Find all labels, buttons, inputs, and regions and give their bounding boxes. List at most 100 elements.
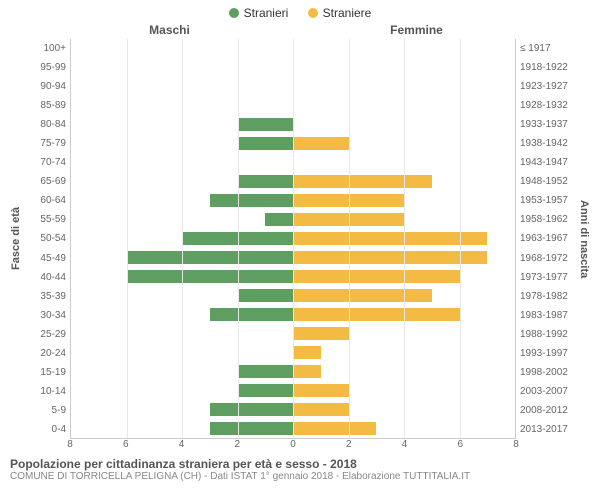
age-label: 10-14 xyxy=(24,382,70,401)
x-tick: 6 xyxy=(457,439,463,450)
female-bar xyxy=(293,308,460,321)
column-titles: Maschi Femmine xyxy=(0,21,600,39)
male-bar xyxy=(238,118,294,131)
birth-label: 1993-1997 xyxy=(516,344,576,363)
birth-label: 1938-1942 xyxy=(516,134,576,153)
female-bar xyxy=(293,422,376,435)
birth-label: 1948-1952 xyxy=(516,172,576,191)
female-title: Femmine xyxy=(293,23,600,37)
birth-label: 2013-2017 xyxy=(516,420,576,439)
birth-label: 1943-1947 xyxy=(516,153,576,172)
male-bar xyxy=(210,403,293,416)
male-bar xyxy=(127,251,294,264)
age-label: 70-74 xyxy=(24,153,70,172)
age-label: 45-49 xyxy=(24,249,70,268)
male-title: Maschi xyxy=(0,23,293,37)
male-bar xyxy=(238,384,294,397)
age-label: 60-64 xyxy=(24,191,70,210)
y-axis-right-label: Anni di nascita xyxy=(576,39,592,439)
birth-label: 1953-1957 xyxy=(516,191,576,210)
x-axis-ticks: 8 6 4 2 0 2 4 6 8 xyxy=(70,439,516,453)
age-label: 30-34 xyxy=(24,306,70,325)
female-bar xyxy=(293,346,321,359)
age-label: 25-29 xyxy=(24,325,70,344)
birth-label: 1973-1977 xyxy=(516,268,576,287)
age-label: 15-19 xyxy=(24,363,70,382)
female-bar xyxy=(293,251,487,264)
age-label: 85-89 xyxy=(24,96,70,115)
gridline xyxy=(349,39,350,438)
birth-label: 2008-2012 xyxy=(516,401,576,420)
age-label: 75-79 xyxy=(24,134,70,153)
birth-label: 1928-1932 xyxy=(516,96,576,115)
x-tick: 6 xyxy=(123,439,129,450)
age-label: 65-69 xyxy=(24,172,70,191)
female-bar xyxy=(293,384,349,397)
pyramid-plot xyxy=(70,39,516,439)
birth-label: 1998-2002 xyxy=(516,363,576,382)
female-bar xyxy=(293,327,349,340)
legend-female: Straniere xyxy=(308,6,372,20)
birth-labels-column: ≤ 19171918-19221923-19271928-19321933-19… xyxy=(516,39,576,439)
legend-female-swatch xyxy=(308,8,318,18)
female-bar xyxy=(293,289,432,302)
age-label: 100+ xyxy=(24,39,70,58)
birth-label: 1918-1922 xyxy=(516,58,576,77)
female-bar xyxy=(293,175,432,188)
female-bar xyxy=(293,232,487,245)
age-label: 40-44 xyxy=(24,268,70,287)
x-tick: 2 xyxy=(346,439,352,450)
footer: Popolazione per cittadinanza straniera p… xyxy=(0,453,600,482)
age-label: 5-9 xyxy=(24,401,70,420)
y-axis-left-label: Fasce di età xyxy=(8,39,24,439)
male-bar xyxy=(210,194,293,207)
age-label: 80-84 xyxy=(24,115,70,134)
age-label: 90-94 xyxy=(24,77,70,96)
birth-label: 2003-2007 xyxy=(516,382,576,401)
birth-label: 1983-1987 xyxy=(516,306,576,325)
gridline xyxy=(238,39,239,438)
x-tick: 2 xyxy=(234,439,240,450)
gridline xyxy=(182,39,183,438)
x-tick: 8 xyxy=(513,439,519,450)
birth-label: 1963-1967 xyxy=(516,229,576,248)
x-tick: 4 xyxy=(179,439,185,450)
birth-label: 1968-1972 xyxy=(516,249,576,268)
male-bar xyxy=(238,137,294,150)
legend: Stranieri Straniere xyxy=(0,0,600,21)
x-tick: 0 xyxy=(290,439,296,450)
age-label: 50-54 xyxy=(24,229,70,248)
male-bar xyxy=(210,308,293,321)
male-bar xyxy=(238,175,294,188)
birth-label: 1988-1992 xyxy=(516,325,576,344)
x-tick: 8 xyxy=(67,439,73,450)
age-label: 20-24 xyxy=(24,344,70,363)
female-bar xyxy=(293,403,349,416)
birth-label: 1958-1962 xyxy=(516,210,576,229)
female-bar xyxy=(293,365,321,378)
footer-subtitle: COMUNE DI TORRICELLA PELIGNA (CH) - Dati… xyxy=(10,471,590,482)
footer-title: Popolazione per cittadinanza straniera p… xyxy=(10,457,590,471)
age-label: 55-59 xyxy=(24,210,70,229)
gridline xyxy=(293,39,294,438)
age-label: 0-4 xyxy=(24,420,70,439)
male-bar xyxy=(238,365,294,378)
birth-label: 1933-1937 xyxy=(516,115,576,134)
age-label: 35-39 xyxy=(24,287,70,306)
x-axis: 8 6 4 2 0 2 4 6 8 xyxy=(0,439,600,453)
x-tick: 4 xyxy=(402,439,408,450)
birth-label: ≤ 1917 xyxy=(516,39,576,58)
age-label: 95-99 xyxy=(24,58,70,77)
female-bar xyxy=(293,270,460,283)
male-bar xyxy=(265,213,293,226)
legend-male-swatch xyxy=(229,8,239,18)
birth-label: 1923-1927 xyxy=(516,77,576,96)
age-labels-column: 100+95-9990-9485-8980-8475-7970-7465-696… xyxy=(24,39,70,439)
male-bar xyxy=(238,289,294,302)
male-bar xyxy=(127,270,294,283)
male-bar xyxy=(210,422,293,435)
legend-female-label: Straniere xyxy=(323,6,372,20)
legend-male-label: Stranieri xyxy=(244,6,289,20)
gridline xyxy=(127,39,128,438)
legend-male: Stranieri xyxy=(229,6,289,20)
